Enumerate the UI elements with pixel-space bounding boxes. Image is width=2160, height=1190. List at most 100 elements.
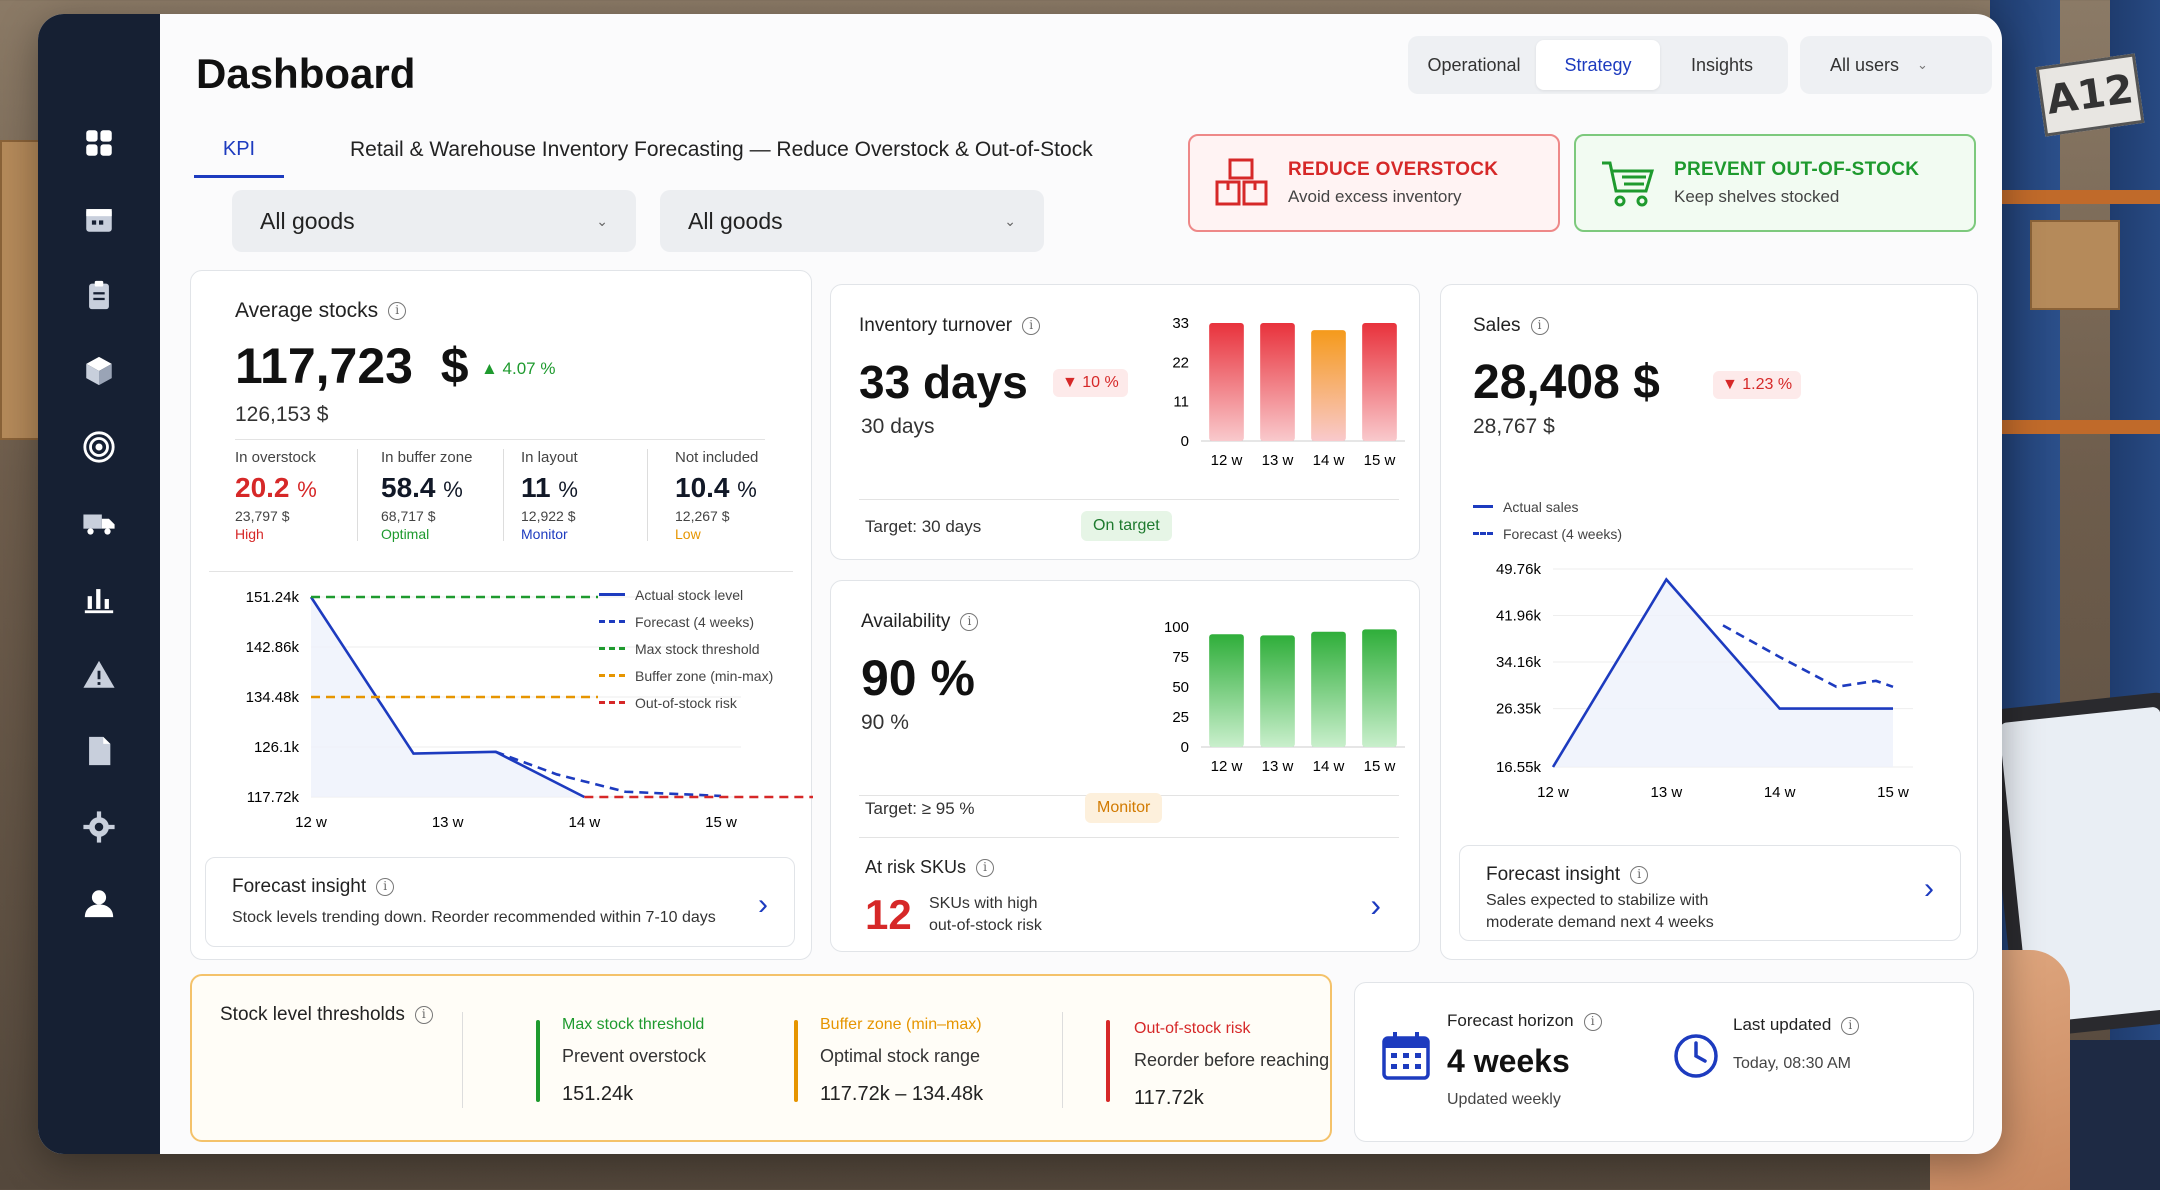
x-tick-label: 15 w bbox=[1364, 452, 1396, 469]
info-icon[interactable]: i bbox=[376, 877, 395, 896]
chevron-right-icon[interactable]: › bbox=[1370, 887, 1381, 923]
warning-icon[interactable] bbox=[81, 658, 117, 692]
bar-chart-icon[interactable] bbox=[81, 582, 117, 616]
x-tick-label: 14 w bbox=[1764, 784, 1796, 801]
info-icon[interactable]: i bbox=[1530, 316, 1549, 335]
target-label: Target: ≥ 95 % bbox=[865, 799, 975, 818]
x-tick-label: 15 w bbox=[705, 814, 737, 831]
info-icon[interactable]: i bbox=[976, 859, 995, 878]
x-tick-label: 12 w bbox=[1211, 452, 1243, 469]
y-tick-label: 100 bbox=[1164, 619, 1189, 636]
cart-icon bbox=[1602, 161, 1655, 207]
goal-prevent-out-of-stock[interactable]: PREVENT OUT-OF-STOCK Keep shelves stocke… bbox=[1574, 134, 1976, 232]
turnover-bar-chart: 0 11 22 33 12 w 13 w 14 w 15 w bbox=[1172, 315, 1405, 469]
stock-chart-legend: Actual stock level Forecast (4 weeks) Ma… bbox=[599, 581, 773, 716]
clipboard-icon[interactable] bbox=[81, 278, 117, 312]
chevron-right-icon[interactable]: › bbox=[1924, 872, 1934, 905]
threshold-bar bbox=[794, 1020, 798, 1102]
goal-title: PREVENT OUT-OF-STOCK bbox=[1674, 159, 1920, 180]
at-risk-title: At risk SKUs i bbox=[865, 857, 995, 878]
target-icon[interactable] bbox=[81, 430, 117, 464]
warehouse-shelf bbox=[1990, 190, 2160, 204]
metric-tag: Optimal bbox=[381, 526, 430, 542]
x-tick-label: 13 w bbox=[1262, 758, 1294, 775]
info-icon[interactable]: i bbox=[1022, 316, 1041, 335]
change-badge: ▼ 1.23 % bbox=[1713, 371, 1802, 399]
metric-value: 58.4 % bbox=[381, 472, 463, 503]
info-icon[interactable]: i bbox=[1630, 865, 1649, 884]
users-dropdown[interactable]: All users ⌄ bbox=[1800, 36, 1992, 94]
area-fill bbox=[311, 597, 585, 797]
x-tick-label: 14 w bbox=[1313, 452, 1345, 469]
availability-bar-chart: 0 25 50 75 100 12 w 13 w 14 w 15 w bbox=[1164, 619, 1405, 775]
gear-icon[interactable] bbox=[81, 810, 117, 844]
tab-operational[interactable]: Operational bbox=[1427, 54, 1521, 75]
bar bbox=[1311, 631, 1346, 747]
panel-title: Stock level thresholds i bbox=[220, 1004, 433, 1026]
y-tick-label: 0 bbox=[1181, 433, 1189, 450]
box-icon[interactable] bbox=[81, 354, 117, 388]
bar bbox=[1260, 635, 1295, 747]
clock-icon bbox=[1674, 1034, 1718, 1078]
goal-subtitle: Keep shelves stocked bbox=[1674, 187, 1840, 206]
forecast-horizon-sub: Updated weekly bbox=[1447, 1091, 1561, 1108]
forecast-horizon-value: 4 weeks bbox=[1447, 1043, 1570, 1079]
status-badge: On target bbox=[1081, 511, 1172, 541]
bar bbox=[1209, 323, 1244, 441]
series-line bbox=[309, 596, 585, 799]
metric-tag: High bbox=[235, 526, 264, 542]
grid-icon[interactable] bbox=[81, 126, 117, 160]
goods-filter-2[interactable]: All goods ⌄ bbox=[660, 190, 1044, 252]
availability-value: 90 % bbox=[861, 650, 975, 706]
legend-item: Forecast (4 weeks) bbox=[1473, 520, 1622, 547]
x-tick-label: 13 w bbox=[1262, 452, 1294, 469]
user-icon[interactable] bbox=[81, 886, 117, 920]
chevron-down-icon: ⌄ bbox=[1917, 57, 1928, 72]
y-tick-label: 33 bbox=[1172, 315, 1189, 332]
info-icon[interactable]: i bbox=[414, 1005, 433, 1024]
info-icon[interactable]: i bbox=[388, 302, 407, 321]
previous-value: 30 days bbox=[861, 415, 935, 438]
series-line bbox=[1551, 577, 1893, 768]
series-line bbox=[495, 750, 722, 798]
bar bbox=[1311, 330, 1346, 441]
x-tick-label: 12 w bbox=[1211, 758, 1243, 775]
goods-filter-1[interactable]: All goods ⌄ bbox=[232, 190, 636, 252]
legend-item: Buffer zone (min-max) bbox=[599, 662, 773, 689]
truck-icon[interactable] bbox=[81, 506, 117, 540]
x-tick-label: 15 w bbox=[1364, 758, 1396, 775]
bar bbox=[1260, 323, 1295, 441]
dashboard-window: Dashboard Operational Strategy Insights … bbox=[38, 14, 2002, 1154]
chevron-right-icon[interactable]: › bbox=[758, 888, 768, 921]
sales-value: 28,408 $ bbox=[1473, 356, 1660, 409]
x-tick-label: 12 w bbox=[1537, 784, 1569, 801]
metric-tag: Low bbox=[675, 526, 701, 542]
info-icon[interactable]: i bbox=[960, 612, 979, 631]
metric-value: 20.2 % bbox=[235, 472, 317, 503]
info-icon[interactable]: i bbox=[1583, 1012, 1602, 1031]
y-tick-label: 26.35k bbox=[1496, 701, 1542, 718]
forecast-insight-stocks[interactable]: Forecast insight i Stock levels trending … bbox=[205, 857, 795, 947]
document-icon[interactable] bbox=[81, 734, 117, 768]
area-fill bbox=[1553, 579, 1893, 767]
forecast-insight-sales[interactable]: Forecast insight i Sales expected to stab… bbox=[1459, 845, 1961, 941]
bar bbox=[1362, 323, 1397, 441]
tab-kpi[interactable]: KPI bbox=[194, 124, 284, 178]
calendar-icon bbox=[1382, 1032, 1430, 1080]
inventory-turnover-card: Inventory turnover i 33 days ▼ 10 % 30 da… bbox=[830, 284, 1420, 560]
goods-filter-label: All goods bbox=[260, 207, 355, 234]
tab-strategy[interactable]: Strategy bbox=[1536, 40, 1660, 90]
y-tick-label: 49.76k bbox=[1496, 561, 1542, 578]
calendar-icon[interactable] bbox=[81, 202, 117, 236]
previous-value: 90 % bbox=[861, 711, 909, 734]
stock-level-chart: 151.24k 142.86k 134.48k 126.1k 117.72k 12 w 13… bbox=[246, 589, 813, 831]
tab-insights[interactable]: Insights bbox=[1690, 54, 1754, 75]
page-title: Dashboard bbox=[196, 50, 416, 97]
goal-reduce-overstock[interactable]: REDUCE OVERSTOCK Avoid excess inventory bbox=[1188, 134, 1560, 232]
y-tick-label: 126.1k bbox=[254, 739, 300, 756]
info-icon[interactable]: i bbox=[1841, 1016, 1860, 1035]
y-tick-label: 41.96k bbox=[1496, 608, 1542, 625]
y-tick-label: 117.72k bbox=[247, 789, 300, 806]
warehouse-box bbox=[0, 140, 40, 440]
insight-title: Forecast insight i bbox=[1486, 864, 1649, 886]
